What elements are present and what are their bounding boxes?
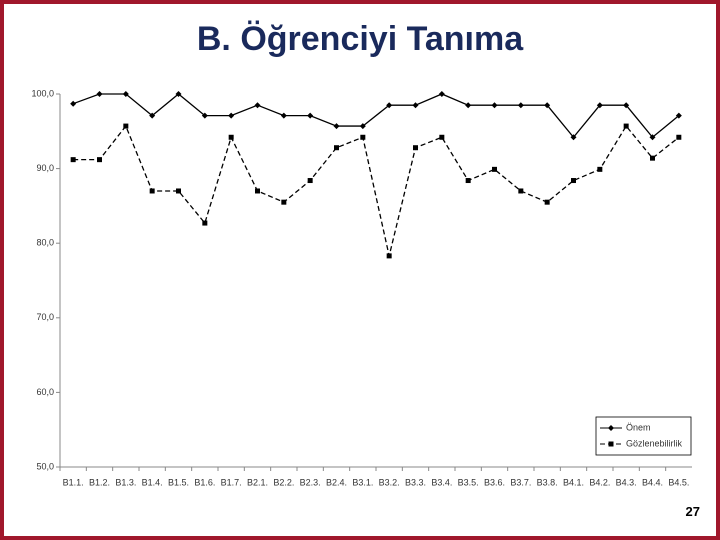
square-marker (202, 220, 208, 226)
series-line (72, 93, 680, 139)
x-tick-label: B3.1. (352, 477, 373, 487)
legend-label: Önem (626, 422, 651, 432)
diamond-marker (228, 112, 235, 119)
y-tick-label: 60,0 (36, 387, 54, 397)
diamond-marker (201, 112, 208, 119)
x-tick-label: B2.3. (300, 477, 321, 487)
diamond-marker (675, 112, 682, 119)
square-marker (176, 188, 181, 194)
square-marker (492, 166, 497, 172)
square-marker (544, 199, 550, 205)
x-tick-label: B4.3. (616, 477, 637, 487)
legend-box (595, 416, 692, 456)
square-marker (676, 134, 682, 140)
diamond-marker (517, 102, 524, 109)
square-marker (386, 253, 392, 259)
x-tick-label: B3.6. (484, 477, 505, 487)
diamond-marker (122, 91, 129, 97)
y-tick-label: 100,0 (31, 88, 54, 98)
diamond-marker (491, 102, 498, 109)
diamond-marker (438, 91, 445, 97)
diamond-marker (359, 123, 366, 130)
square-marker (123, 123, 129, 129)
diamond-marker (649, 134, 656, 141)
diamond-marker (70, 100, 77, 107)
square-marker (255, 188, 260, 194)
square-marker (465, 178, 471, 184)
square-marker (228, 134, 234, 140)
square-marker (334, 145, 339, 151)
diamond-marker (570, 134, 577, 141)
diamond-marker (175, 91, 182, 97)
diamond-marker (412, 102, 419, 109)
x-tick-label: B3.8. (537, 477, 558, 487)
x-tick-label: B1.5. (168, 477, 189, 487)
diamond-marker (333, 123, 340, 130)
square-marker (413, 145, 418, 151)
diamond-marker (307, 112, 314, 119)
diamond-marker (149, 112, 156, 119)
square-marker (650, 155, 655, 161)
legend-marker (608, 441, 614, 447)
x-tick-label: B4.2. (589, 477, 610, 487)
square-marker (149, 188, 155, 194)
square-marker (281, 199, 287, 205)
x-tick-label: B1.3. (115, 477, 136, 487)
diamond-marker (280, 112, 287, 119)
page-number: 27 (685, 504, 700, 519)
x-tick-label: B1.7. (221, 477, 242, 487)
y-tick-label: 70,0 (36, 312, 54, 322)
x-tick-label: B1.2. (89, 477, 110, 487)
diamond-marker (254, 102, 261, 109)
square-marker (597, 166, 603, 172)
x-tick-label: B3.5. (458, 477, 479, 487)
slide-title: B. Öğrenciyi Tanıma (196, 20, 524, 58)
x-tick-label: B1.4. (142, 477, 163, 487)
x-tick-label: B2.1. (247, 477, 268, 487)
x-tick-label: B4.1. (563, 477, 584, 487)
diamond-marker (596, 102, 603, 109)
series-line (73, 124, 680, 257)
square-marker (70, 157, 76, 163)
square-marker (97, 157, 102, 163)
square-marker (360, 134, 366, 140)
diamond-marker (623, 102, 630, 109)
x-tick-label: B1.1. (63, 477, 84, 487)
square-marker (307, 178, 313, 184)
legend-label: Gözlenebilirlik (626, 438, 683, 448)
y-tick-label: 80,0 (36, 238, 54, 248)
x-tick-label: B1.6. (194, 477, 215, 487)
square-marker (571, 178, 576, 184)
diamond-marker (386, 102, 393, 109)
x-tick-label: B2.4. (326, 477, 347, 487)
x-tick-label: B3.7. (510, 477, 531, 487)
x-tick-label: B4.4. (642, 477, 663, 487)
x-tick-label: B3.4. (431, 477, 452, 487)
square-marker (623, 123, 629, 129)
diamond-marker (544, 102, 551, 109)
x-tick-label: B3.3. (405, 477, 426, 487)
x-tick-label: B4.5. (668, 477, 689, 487)
x-tick-label: B2.2. (273, 477, 294, 487)
x-tick-label: B3.2. (379, 477, 400, 487)
y-tick-label: 50,0 (36, 461, 54, 471)
square-marker (439, 134, 445, 140)
y-tick-label: 90,0 (36, 163, 54, 173)
square-marker (518, 188, 524, 194)
diamond-marker (96, 91, 103, 97)
legend-marker (608, 425, 614, 431)
diamond-marker (465, 102, 472, 109)
